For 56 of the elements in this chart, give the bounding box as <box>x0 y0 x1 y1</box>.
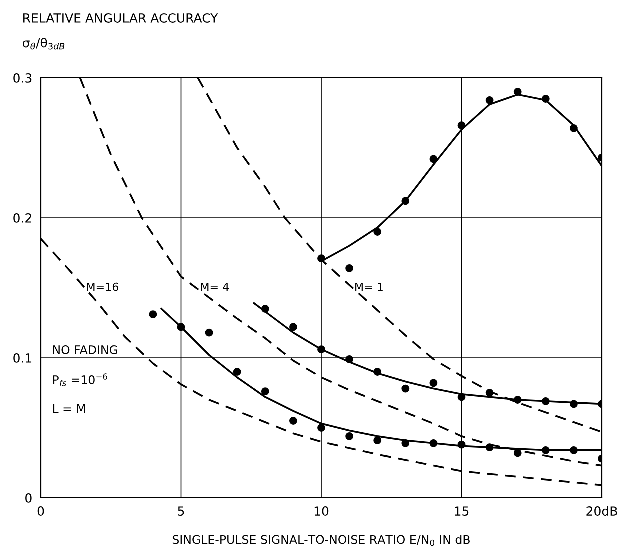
point <box>318 424 326 432</box>
point <box>290 417 298 425</box>
annotation: M= 1 <box>356 282 383 292</box>
point <box>177 323 186 332</box>
point <box>205 328 214 337</box>
point <box>318 346 326 354</box>
point <box>430 439 438 448</box>
y-tick-label: 0.3 <box>14 73 32 83</box>
point <box>430 155 438 164</box>
point <box>458 440 466 449</box>
point <box>542 446 550 454</box>
point <box>458 393 466 402</box>
point <box>514 88 522 96</box>
annotation: M= 4 <box>201 282 230 292</box>
x-tick-label: 0 <box>38 506 44 516</box>
y-axis-title: σ$_{θ}$/θ$_{3dB}$ <box>22 38 65 50</box>
point <box>290 323 298 332</box>
point <box>261 305 270 313</box>
point <box>402 439 410 448</box>
x-tick-label: 10 <box>314 506 329 516</box>
point <box>430 379 438 388</box>
annotation: L = M <box>53 404 86 414</box>
y-tick-label: 0.2 <box>14 213 32 223</box>
point <box>458 122 466 130</box>
point <box>542 95 550 103</box>
point <box>486 389 494 397</box>
annotation: NO FADING <box>53 345 118 354</box>
point <box>514 449 522 458</box>
point <box>149 310 158 319</box>
point <box>542 397 550 406</box>
point <box>374 368 382 376</box>
annotation: P$_{fs}$ =10$^{−6}$ <box>53 374 108 386</box>
point <box>346 355 354 364</box>
point <box>570 446 578 454</box>
chart-title: RELATIVE ANGULAR ACCURACY <box>24 13 218 23</box>
annotation: M=16 <box>87 282 119 292</box>
y-tick-label: 0.1 <box>14 353 32 363</box>
point <box>570 400 578 408</box>
x-tick-label: 20dB <box>586 506 618 516</box>
x-tick-label: 15 <box>455 506 469 516</box>
point <box>261 388 270 396</box>
point <box>514 396 522 404</box>
point <box>374 228 382 236</box>
point <box>374 436 382 445</box>
point <box>318 254 326 263</box>
point <box>346 264 354 272</box>
point <box>486 96 494 104</box>
x-tick-label: 5 <box>178 506 184 516</box>
point <box>233 368 242 376</box>
point <box>402 197 410 206</box>
y-tick-label: 0 <box>26 493 32 503</box>
point <box>570 124 578 132</box>
point <box>402 384 410 393</box>
point <box>346 432 354 440</box>
point <box>486 444 494 452</box>
x-axis-title: SINGLE-PULSE SIGNAL-TO-NOISE RATIO E/N$_{0}$ IN dB <box>172 535 470 546</box>
